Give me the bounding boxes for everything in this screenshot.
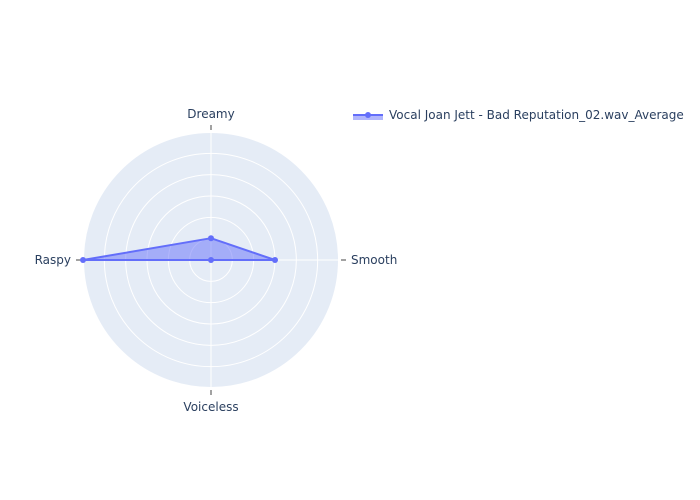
data-point[interactable] xyxy=(272,257,278,263)
axis-label-voiceless: Voiceless xyxy=(183,400,238,414)
legend[interactable]: Vocal Joan Jett - Bad Reputation_02.wav_… xyxy=(353,108,684,122)
legend-swatch xyxy=(353,112,383,120)
axis-label-dreamy: Dreamy xyxy=(187,107,234,121)
data-point[interactable] xyxy=(208,235,214,242)
axis-label-raspy: Raspy xyxy=(35,253,71,267)
data-point[interactable] xyxy=(208,257,214,263)
data-point[interactable] xyxy=(80,257,86,263)
legend-marker xyxy=(365,112,371,118)
series-layer xyxy=(80,235,278,263)
legend-label: Vocal Joan Jett - Bad Reputation_02.wav_… xyxy=(389,108,684,122)
axis-labels: Dreamy Smooth Voiceless Raspy xyxy=(35,107,398,414)
axis-label-smooth: Smooth xyxy=(351,253,397,267)
